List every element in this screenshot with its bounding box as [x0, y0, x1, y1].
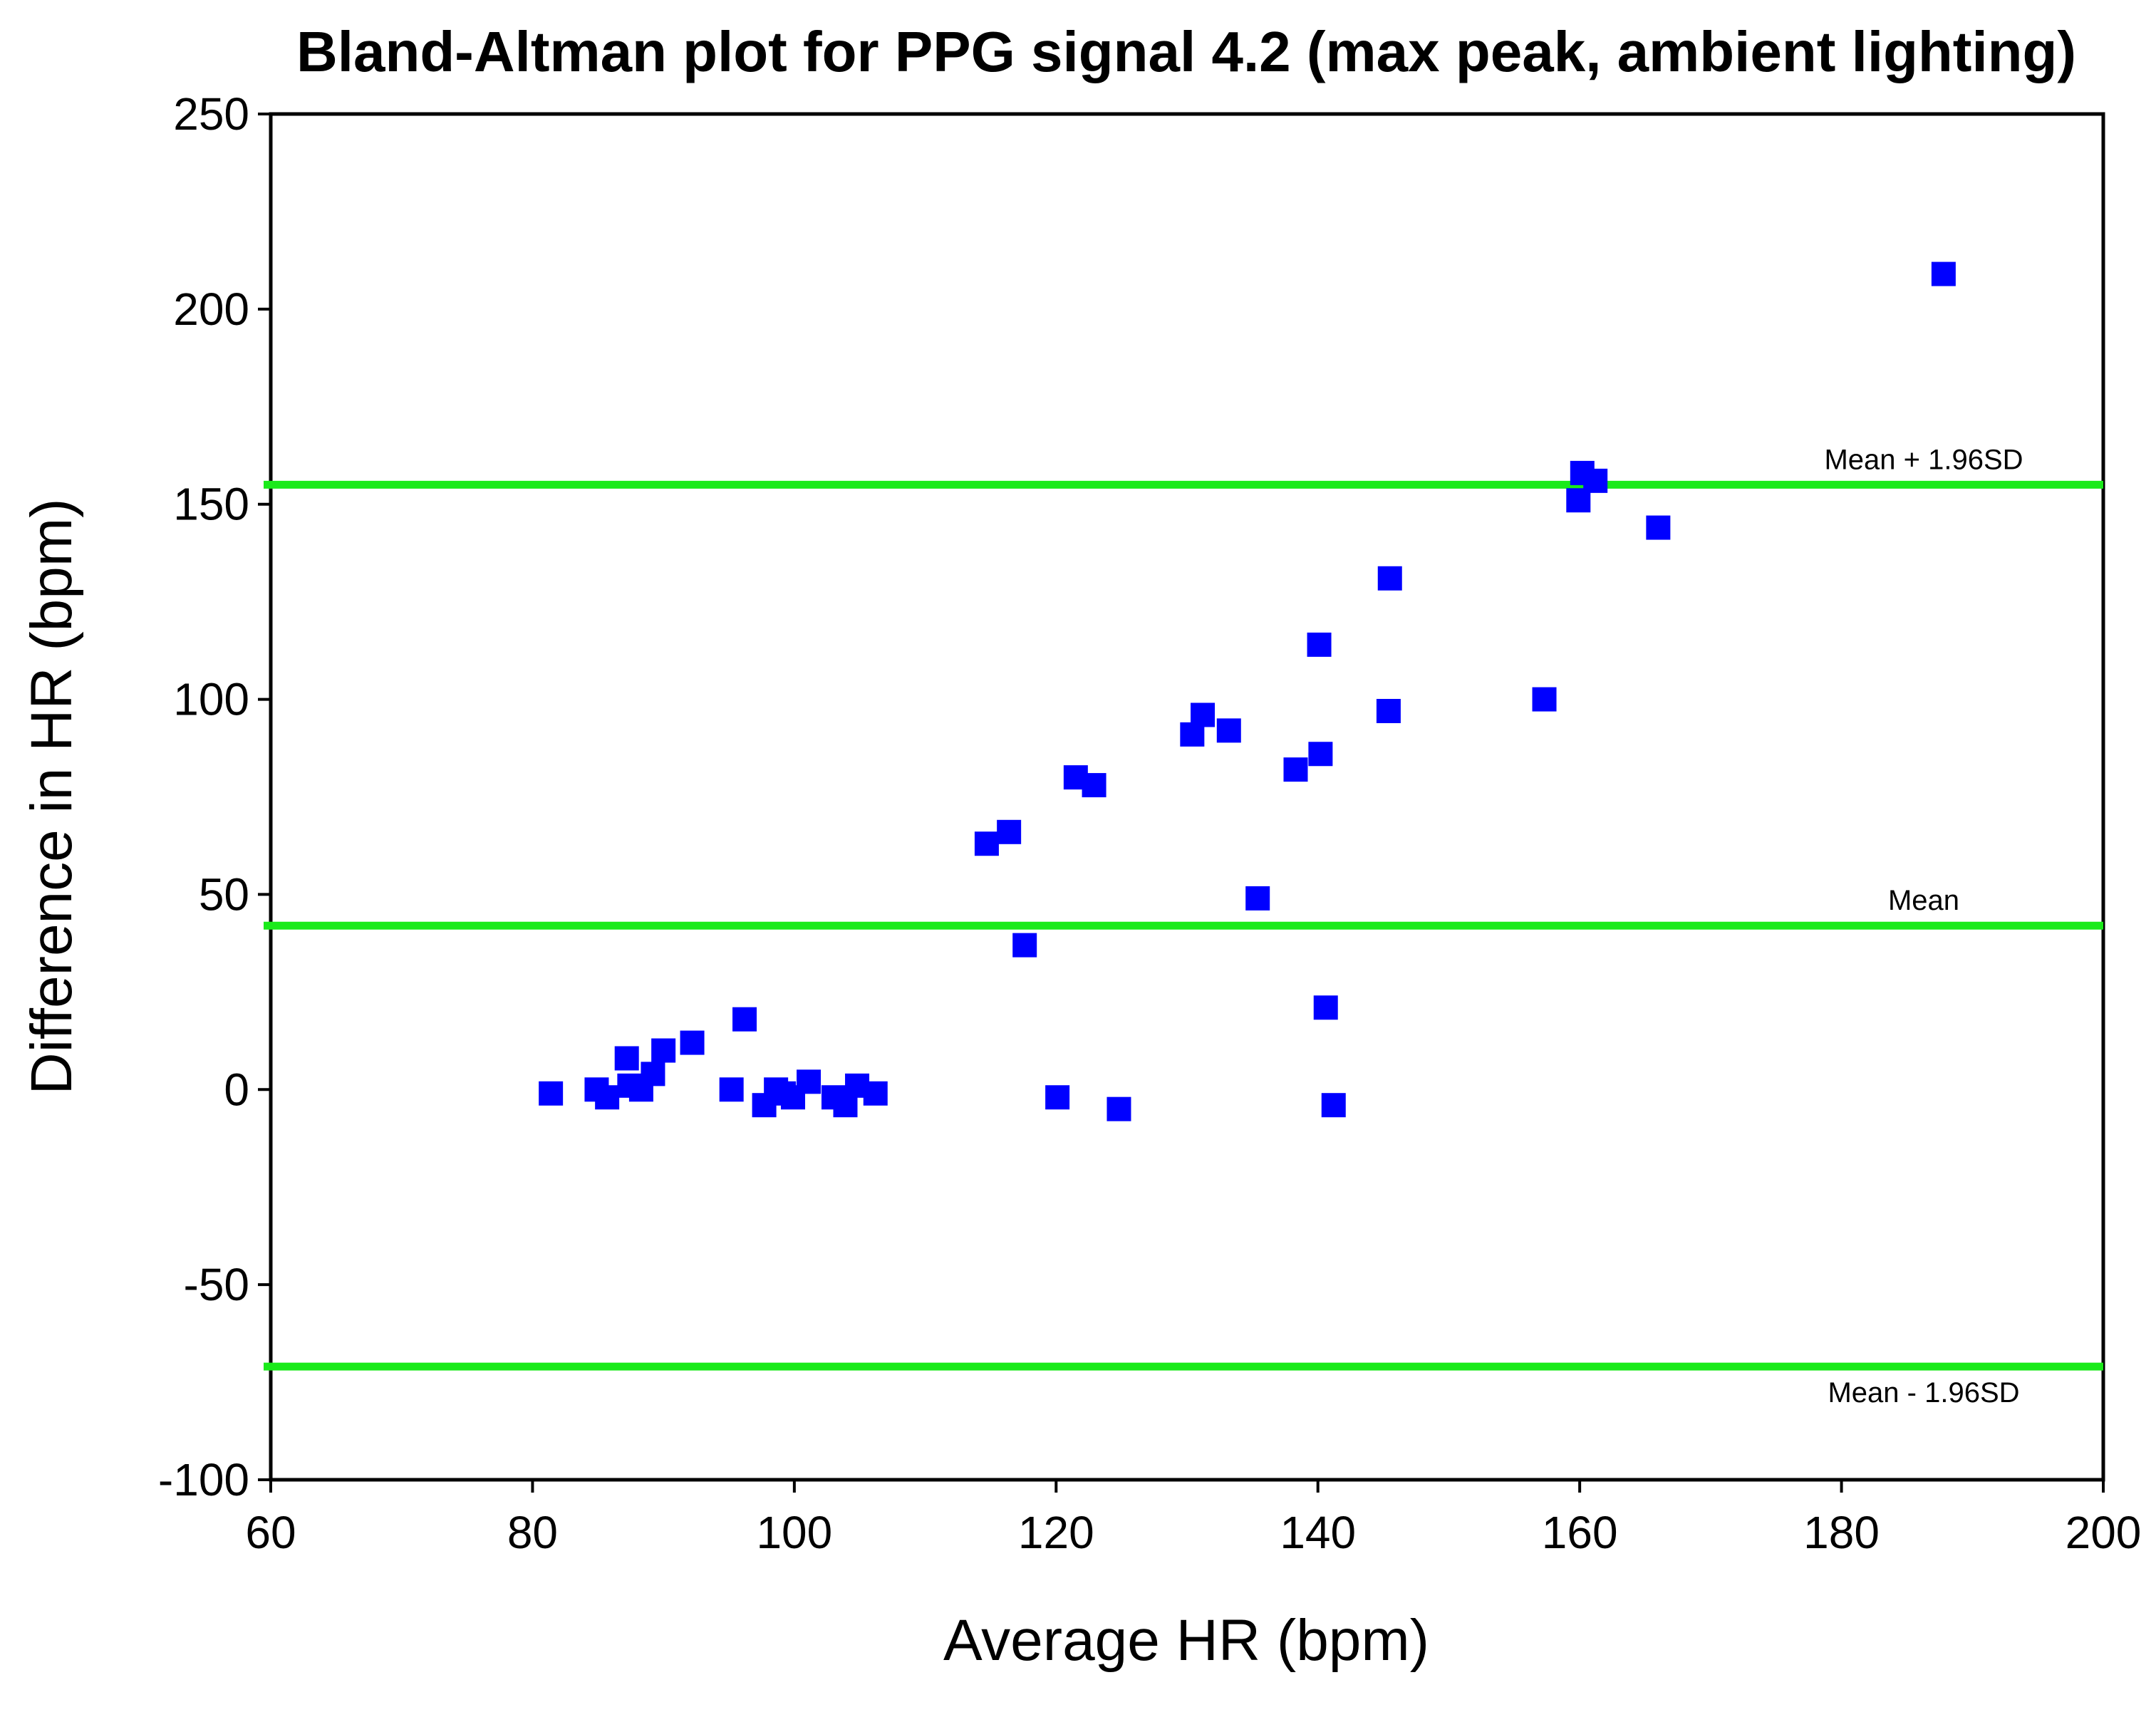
- data-point: [974, 831, 999, 856]
- data-point: [1583, 468, 1608, 493]
- data-point: [1307, 632, 1332, 657]
- data-point: [680, 1030, 705, 1055]
- data-point: [1313, 995, 1338, 1020]
- plot-area-frame: [269, 112, 2105, 1482]
- data-point: [595, 1085, 620, 1110]
- ref-label-lower-limit: Mean - 1.96SD: [1828, 1377, 2019, 1409]
- data-point: [1931, 261, 1956, 286]
- x-tick-label: 60: [245, 1507, 296, 1558]
- ref-label-mean: Mean: [1888, 885, 1959, 916]
- x-tick-label: 100: [756, 1507, 832, 1558]
- x-axis: 60 80 100 120 140 160 180 200: [245, 1480, 2141, 1558]
- data-point: [1216, 718, 1241, 743]
- data-point: [719, 1077, 744, 1102]
- ref-label-upper-limit: Mean + 1.96SD: [1824, 444, 2023, 475]
- data-point: [732, 1007, 757, 1032]
- x-tick-label: 140: [1280, 1507, 1356, 1558]
- data-point: [1245, 886, 1270, 911]
- data-point: [1532, 687, 1557, 712]
- data-point: [1321, 1093, 1346, 1118]
- y-axis-label: Difference in HR (bpm): [19, 499, 84, 1095]
- data-point: [797, 1069, 822, 1094]
- data-point: [1283, 757, 1308, 782]
- data-point: [651, 1038, 676, 1063]
- x-tick-label: 200: [2066, 1507, 2142, 1558]
- chart-title: Bland-Altman plot for PPG signal 4.2 (ma…: [296, 20, 2076, 83]
- y-tick-label: -50: [184, 1259, 250, 1310]
- y-tick-label: 100: [173, 674, 249, 725]
- reference-lines: Mean + 1.96SD Mean Mean - 1.96SD: [264, 444, 2103, 1409]
- data-point: [997, 819, 1022, 844]
- x-tick-label: 120: [1018, 1507, 1094, 1558]
- data-point: [1377, 566, 1402, 591]
- x-axis-label: Average HR (bpm): [943, 1608, 1429, 1673]
- data-point: [539, 1081, 564, 1106]
- x-tick-label: 180: [1803, 1507, 1880, 1558]
- x-tick-label: 80: [507, 1507, 558, 1558]
- data-point: [1191, 702, 1216, 727]
- data-point: [1106, 1096, 1131, 1121]
- y-tick-label: 200: [173, 284, 249, 335]
- y-tick-label: 50: [199, 868, 249, 920]
- y-tick-label: -100: [158, 1454, 249, 1505]
- data-points: [539, 261, 1956, 1121]
- y-tick-label: 150: [173, 479, 249, 530]
- y-tick-label: 0: [224, 1064, 249, 1115]
- data-point: [1646, 515, 1671, 540]
- data-point: [863, 1081, 888, 1106]
- data-point: [1308, 742, 1333, 767]
- x-tick-label: 160: [1542, 1507, 1618, 1558]
- data-point: [614, 1046, 639, 1071]
- data-point: [1045, 1085, 1070, 1110]
- y-axis: -100 -50 0 50 100 150 200 250: [158, 88, 271, 1505]
- data-point: [1082, 773, 1106, 798]
- data-point: [641, 1062, 665, 1086]
- y-tick-label: 250: [173, 88, 249, 140]
- data-point: [1376, 699, 1401, 724]
- data-point: [1012, 933, 1037, 958]
